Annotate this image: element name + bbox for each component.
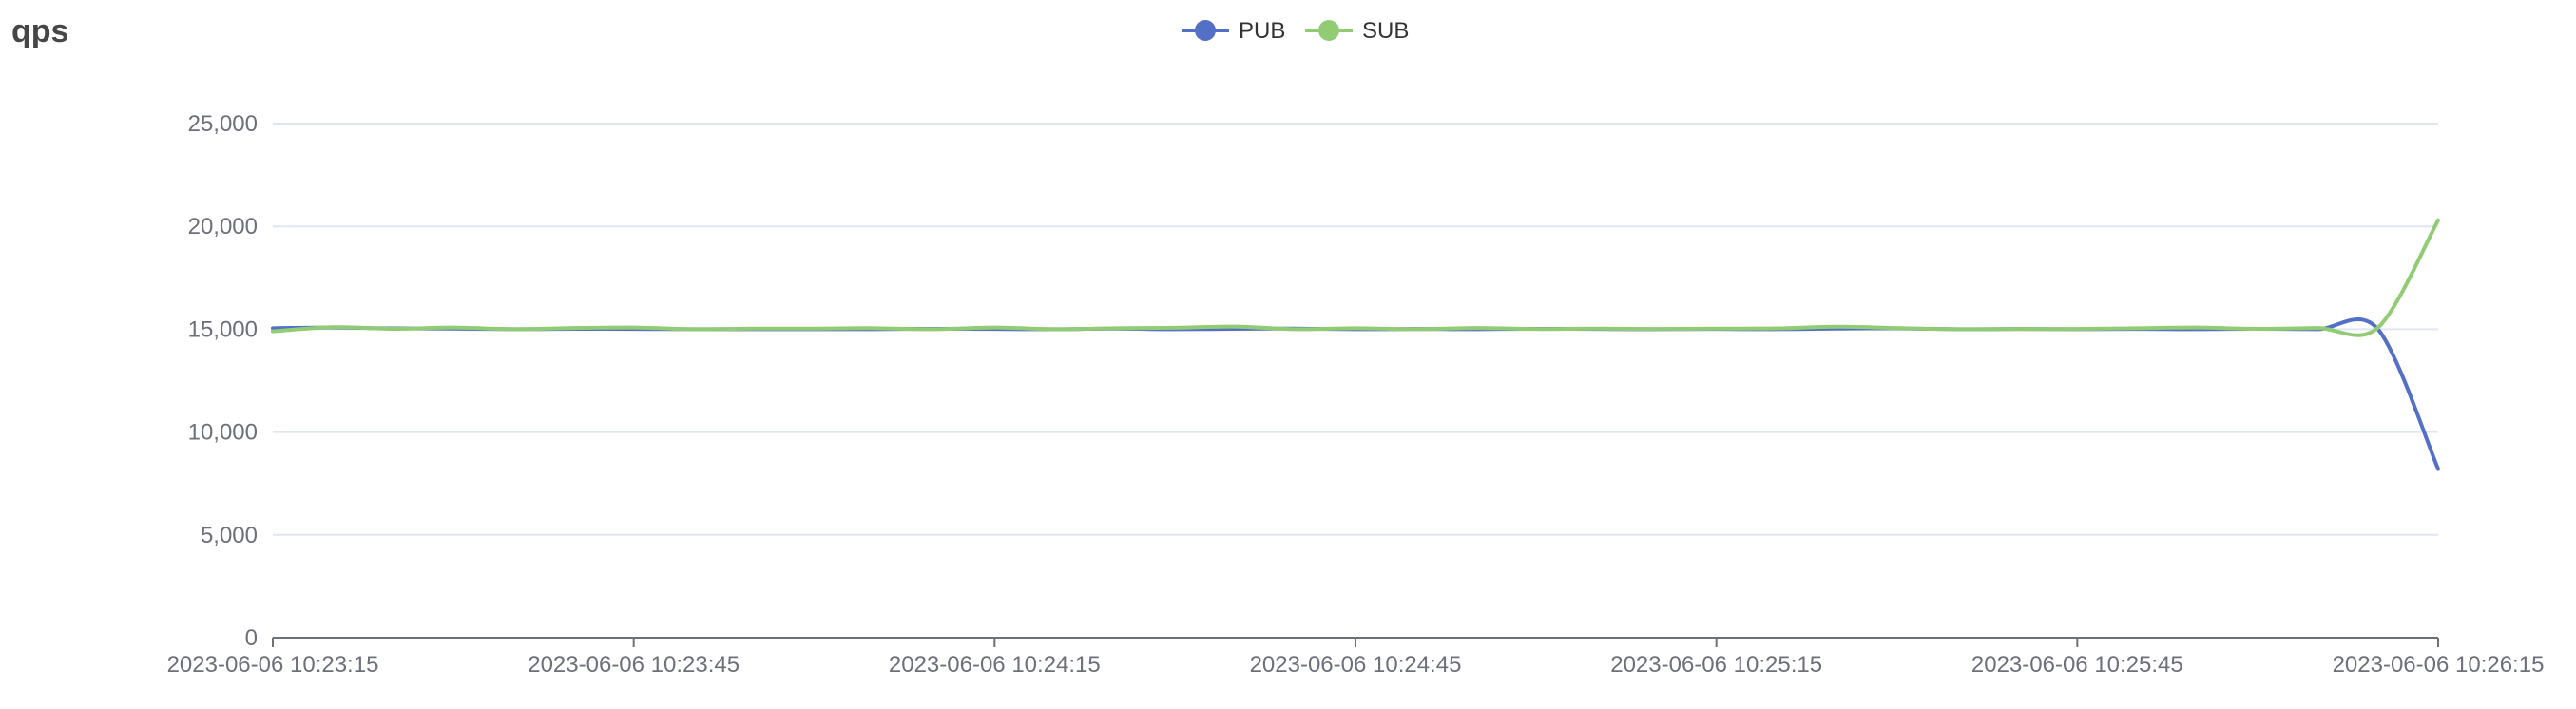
x-tick-label: 2023-06-06 10:24:15	[889, 652, 1101, 678]
axes: 0 5,000 10,000 15,000 20,000 25,000 2023-06-06…	[167, 111, 2545, 678]
y-tick-label: 15,000	[188, 316, 258, 342]
x-tick-label: 2023-06-06 10:26:15	[2333, 652, 2545, 678]
legend[interactable]: PUB SUB	[1182, 18, 1409, 44]
legend-item-pub[interactable]: PUB	[1182, 18, 1285, 44]
y-tick-label: 0	[245, 625, 258, 651]
chart-title: qps	[11, 13, 69, 49]
y-tick-label: 25,000	[188, 111, 258, 137]
legend-circle-marker	[1318, 20, 1339, 41]
series-lines	[271, 218, 2440, 471]
x-tick-label: 2023-06-06 10:24:45	[1250, 652, 1462, 678]
legend-label: PUB	[1239, 18, 1285, 44]
series-line-pub	[271, 317, 2440, 471]
x-tick-label: 2023-06-06 10:25:45	[1971, 652, 2183, 678]
legend-item-sub[interactable]: SUB	[1305, 18, 1409, 44]
x-tick-label: 2023-06-06 10:23:15	[167, 652, 379, 678]
y-tick-label: 10,000	[188, 420, 258, 446]
x-tick-label: 2023-06-06 10:25:15	[1610, 652, 1822, 678]
legend-circle-marker	[1195, 20, 1216, 41]
series-line-sub	[271, 218, 2440, 337]
x-tick-label: 2023-06-06 10:23:45	[528, 652, 740, 678]
legend-label: SUB	[1362, 18, 1409, 44]
y-tick-label: 20,000	[188, 214, 258, 240]
y-tick-label: 5,000	[201, 523, 258, 548]
